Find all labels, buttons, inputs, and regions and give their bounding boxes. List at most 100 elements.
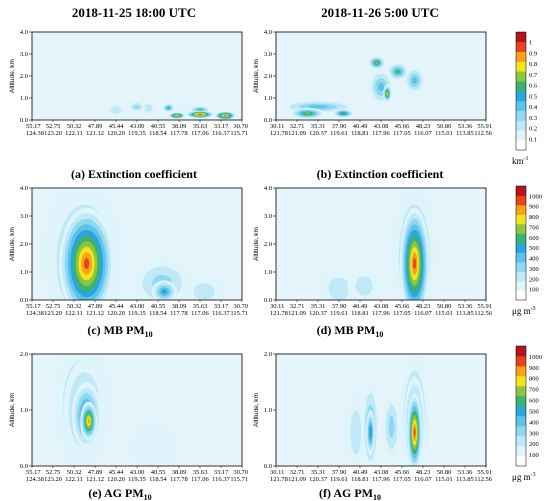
x-tick-label-lon: 115.71: [230, 310, 248, 317]
x-tick-label-lon: 121.78: [270, 476, 288, 483]
colorbar-swatch: [516, 61, 526, 72]
x-tick-label-lon: 113.85: [456, 310, 474, 317]
y-axis-label: Altitude, km: [253, 227, 260, 261]
y-tick-label: 1.0: [20, 269, 28, 276]
x-tick-label-lat: 40.49: [353, 123, 368, 130]
x-tick-label-lat: 30.11: [270, 303, 284, 310]
x-tick-label-lon: 119.35: [128, 130, 146, 137]
colorbar-3: 100 200 300 400 500 600 700 800 900 1000 μg m-3: [512, 345, 542, 482]
x-tick-label-lat: 40.55: [151, 123, 166, 130]
x-tick-label-lat: 50.80: [437, 123, 452, 130]
colorbar-swatch: [516, 446, 526, 457]
colorbar-swatch: [516, 386, 526, 397]
x-tick-label-lat: 50.32: [67, 303, 82, 310]
colorbar-swatch: [516, 426, 526, 437]
field: [105, 100, 236, 120]
colorbar-tick-label: 700: [529, 387, 539, 394]
x-tick-label-lat: 45.66: [395, 303, 410, 310]
contour-band: [375, 61, 379, 64]
colorbar-tick-label: 800: [529, 214, 539, 221]
x-tick-label-lon: 112.56: [474, 476, 492, 483]
colorbar-swatch: [516, 262, 526, 272]
x-tick-label-lat: 30.11: [270, 469, 284, 476]
colorbar-tick-label: 1000: [529, 193, 542, 200]
colorbar-tick-label: 800: [529, 376, 539, 383]
x-tick-label-lat: 55.17: [26, 303, 41, 310]
colorbar-swatch: [516, 51, 526, 62]
colorbar-unit: μg m-3: [512, 472, 536, 482]
x-tick-label-lon: 117.05: [393, 310, 411, 317]
x-tick-label-lon: 116.37: [212, 476, 230, 483]
panel-f: 0.0 1.0 2.0 Altitude, km 30.11121.7832.71121…: [253, 351, 493, 501]
colorbar-tick-label: 700: [529, 224, 539, 231]
x-tick-label-lon: 122.11: [65, 310, 83, 317]
colorbar-frame: [515, 185, 527, 301]
x-tick-label-lat: 30.70: [233, 469, 248, 476]
colorbar-tick-label: 900: [529, 204, 539, 211]
x-tick-label-lon: 116.37: [212, 310, 230, 317]
contour-band: [193, 283, 215, 300]
panel-e: 0.0 1.0 2.0 Altitude, km 55.17124.3852.75123…: [9, 351, 248, 501]
x-tick-label-lat: 52.75: [46, 123, 61, 130]
x-tick-label-lon: 118.81: [351, 130, 369, 137]
x-tick-label-lat: 40.49: [353, 303, 368, 310]
colorbar-tick-label: 300: [529, 266, 539, 273]
x-tick-label-lat: 47.89: [88, 469, 103, 476]
x-tick-label-lon: 121.12: [86, 476, 104, 483]
x-tick-label-lon: 121.09: [288, 476, 306, 483]
panel-c: 0.0 1.0 2.0 3.0 4.0 Altitude, km 55.17124.3852…: [9, 185, 248, 339]
colorbar-swatch: [516, 406, 526, 417]
x-tick-label-lon: 121.78: [270, 310, 288, 317]
colorbar-1: 0.1 0.2 0.3 0.4 0.5 0.6 0.7 0.8 0.9 1 km-1: [512, 31, 538, 166]
y-axis-label: Altitude, km: [9, 227, 16, 261]
y-tick-label: 2.0: [20, 351, 28, 358]
field: [345, 354, 430, 466]
colorbar-tick-label: 0.3: [529, 115, 537, 122]
colorbar-frame: [515, 31, 527, 151]
x-tick-label-lat: 45.44: [109, 469, 124, 476]
x-tick-label-lon: 118.54: [149, 130, 167, 137]
contour-band: [161, 289, 167, 294]
colorbar-swatch: [516, 100, 526, 111]
colorbar-swatch: [516, 436, 526, 447]
x-tick-label-lon: 121.09: [288, 130, 306, 137]
x-tick-label-lat: 55.17: [26, 469, 41, 476]
y-tick-label: 3.0: [20, 213, 28, 220]
field: [40, 188, 226, 300]
y-tick-label: 4.0: [264, 185, 272, 192]
colorbar-swatch: [516, 396, 526, 407]
x-tick-label-lat: 40.49: [353, 469, 368, 476]
contour-band: [413, 428, 416, 437]
x-tick-label-lat: 40.55: [151, 469, 166, 476]
y-tick-label: 4.0: [264, 29, 272, 36]
panel-d: 0.0 1.0 2.0 3.0 4.0 Altitude, km 30.11121.7832…: [253, 185, 493, 339]
y-tick-label: 0.0: [20, 117, 28, 124]
panel-caption: (b) Extinction coefficient: [317, 167, 444, 181]
colorbar-tick-label: 100: [529, 452, 539, 459]
title-right: 2018-11-26 5:00 UTC: [321, 5, 439, 20]
colorbar-swatch: [516, 224, 526, 234]
y-tick-label: 0.0: [20, 297, 28, 304]
x-tick-label-lat: 35.31: [311, 303, 326, 310]
x-tick-label-lon: 116.07: [414, 130, 432, 137]
colorbar-swatch: [516, 32, 526, 43]
colorbar-swatch: [516, 71, 526, 82]
x-tick-label-lon: 124.38: [26, 310, 44, 317]
contour-band: [83, 258, 90, 270]
x-tick-label-lat: 30.11: [270, 123, 284, 130]
x-tick-label-lat: 33.17: [214, 303, 229, 310]
x-tick-label-lon: 117.78: [170, 476, 188, 483]
plot-area: [276, 354, 486, 466]
contour-band: [198, 114, 202, 115]
x-tick-label-lon: 117.05: [393, 476, 411, 483]
y-tick-label: 1.0: [20, 407, 28, 414]
x-tick-label-lon: 118.81: [351, 310, 369, 317]
x-tick-label-lat: 43.00: [130, 303, 145, 310]
x-tick-label-lat: 35.63: [193, 123, 208, 130]
panel-caption: (a) Extinction coefficient: [71, 167, 197, 181]
x-tick-label-lon: 119.61: [330, 130, 348, 137]
colorbar-tick-label: 0.1: [529, 136, 537, 143]
y-axis-label: Altitude, km: [253, 393, 260, 427]
x-tick-label-lat: 47.89: [88, 303, 103, 310]
panel-b: 0.0 1.0 2.0 3.0 4.0 Altitude, km 30.11121.7832…: [253, 29, 493, 181]
